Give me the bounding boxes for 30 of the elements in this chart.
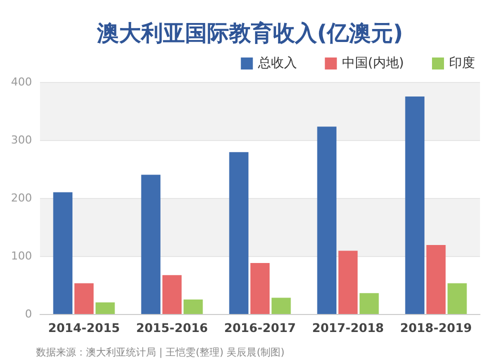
legend-label: 中国(内地) [342,56,404,71]
bar [448,283,467,314]
legend-label: 总收入 [256,56,297,71]
x-tick-label: 2015-2016 [136,321,208,335]
y-tick-label: 100 [11,250,32,262]
bar [338,250,358,314]
y-tick-label: 200 [11,192,32,204]
bar [317,126,336,314]
y-tick-label: 400 [11,76,32,88]
x-tick-label: 2018-2019 [400,321,472,335]
y-tick-label: 0 [25,308,32,320]
bar [360,293,379,314]
bar [96,302,115,314]
x-tick-label: 2016-2017 [224,321,296,335]
chart-title: 澳大利亚国际教育收入(亿澳元) [96,20,404,46]
y-tick-label: 300 [11,134,32,146]
bar [74,283,94,314]
source-note: 数据来源：澳大利亚统计局 | 王恺雯(整理) 吴辰晨(制图) [36,346,285,358]
legend-label: 印度 [449,55,475,71]
bar [162,275,182,314]
bar [250,262,270,314]
bar [272,298,291,314]
x-tick-label: 2014-2015 [48,321,120,335]
x-tick-label: 2017-2018 [312,321,384,335]
bar [53,192,72,314]
bar [141,174,160,314]
bar [184,300,203,314]
bar [426,244,446,314]
bar [405,96,424,314]
bar [229,152,248,314]
